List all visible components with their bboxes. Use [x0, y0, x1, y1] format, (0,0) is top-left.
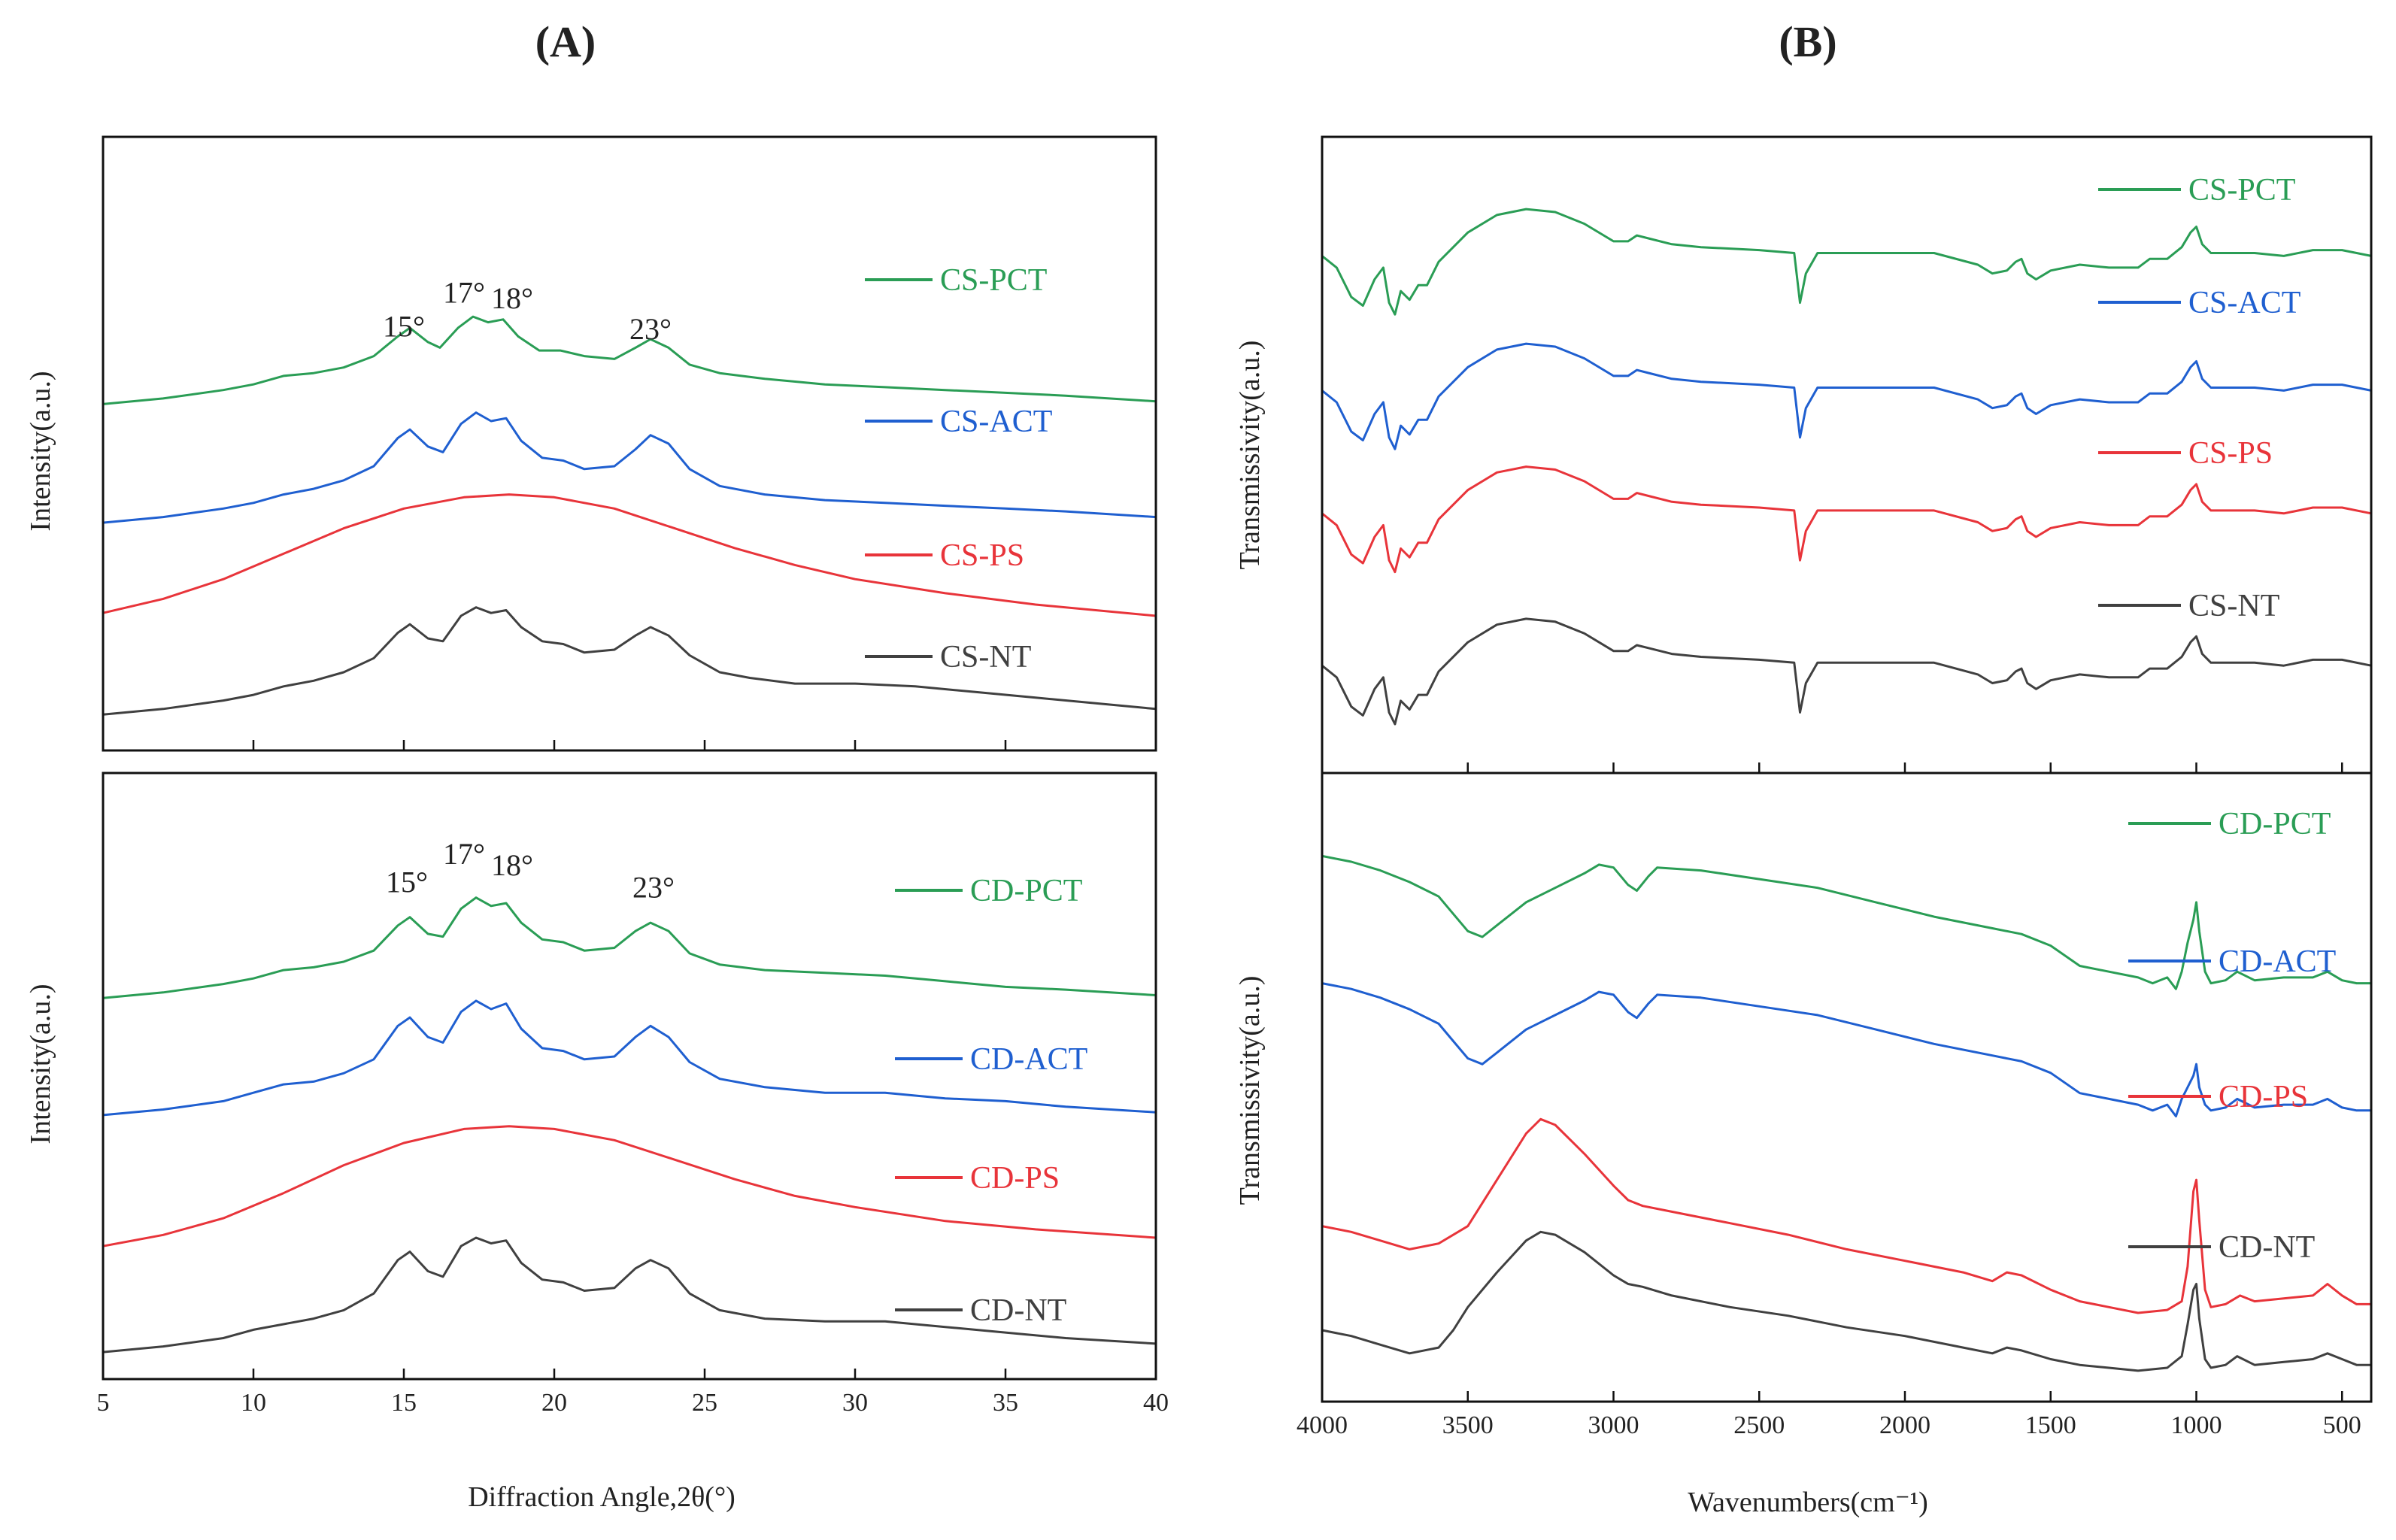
legend-label-cd-act: CD-ACT: [2219, 944, 2336, 979]
panel-a-bottom-y-axis-title: Intensity(a.u.): [25, 984, 56, 1144]
series-line-cd-act: [1321, 982, 2371, 1117]
legend-label-cs-ps: CS-PS: [2188, 436, 2273, 471]
legend-label-cs-ps: CS-PS: [940, 538, 1024, 573]
series-line-cd-act: [102, 999, 1157, 1117]
legend-label-cd-pct: CD-PCT: [2219, 807, 2331, 841]
panel-a-top-y-axis-title: Intensity(a.u.): [25, 371, 56, 531]
legend-label-cs-nt: CS-NT: [2188, 589, 2279, 623]
peak-label: 15°: [383, 309, 425, 343]
panel-b-x-axis-title: Wavenumbers(cm⁻¹): [1688, 1487, 1928, 1518]
series-line-cd-pct: [1321, 854, 2371, 990]
legend-label-cs-pct: CS-PCT: [940, 263, 1047, 298]
legend-label-cd-pct: CD-PCT: [970, 874, 1082, 908]
series-line-cs-nt: [102, 606, 1157, 716]
legend-label-cs-act: CS-ACT: [2188, 286, 2300, 320]
series-line-cs-ps: [1321, 465, 2372, 574]
x-tick-label: 1500: [2025, 1411, 2076, 1439]
x-tick-label: 25: [692, 1389, 717, 1417]
x-tick-label: 5: [97, 1389, 110, 1417]
peak-label: 18°: [491, 281, 533, 315]
x-tick-label: 15: [391, 1389, 417, 1417]
series-line-cs-act: [1321, 342, 2372, 450]
x-tick-label: 500: [2323, 1411, 2361, 1439]
series-line-cd-ps: [102, 1125, 1157, 1247]
series-line-cs-pct: [1321, 208, 2372, 316]
xrd-cd-subplot: CD-PCT CD-ACT CD-PS CD-NT 15° 17° 18° 23° 5 10 15 2…: [97, 772, 1169, 1417]
series-line-cs-act: [102, 411, 1157, 524]
series-line-cs-pct: [102, 315, 1157, 405]
legend-label-cs-nt: CS-NT: [940, 640, 1031, 675]
legend-label-cs-act: CS-ACT: [940, 405, 1052, 439]
ftir-cd-subplot: CD-PCT CD-ACT CD-PS CD-NT 4000 3500 3000 2500 20…: [1297, 772, 2373, 1439]
panel-a-x-axis-title: Diffraction Angle,2θ(°): [468, 1481, 735, 1513]
legend-label-cs-pct: CS-PCT: [2188, 173, 2295, 208]
peak-label: 17°: [443, 837, 485, 871]
legend-label-cd-ps: CD-PS: [970, 1161, 1060, 1196]
peak-label: 18°: [491, 848, 533, 882]
ftir-cs-subplot: CS-PCT CS-ACT CS-PS CS-NT: [1321, 135, 2373, 775]
series-line-cd-pct: [102, 896, 1157, 999]
peak-label: 23°: [632, 871, 675, 905]
legend-label-cd-nt: CD-NT: [2219, 1230, 2315, 1265]
x-tick-label: 20: [541, 1389, 567, 1417]
panel-b-top-y-axis-title: Transmissivity(a.u.): [1234, 341, 1266, 570]
series-line-cs-ps: [102, 493, 1157, 617]
peak-label: 17°: [443, 275, 485, 309]
x-tick-label: 1000: [2171, 1411, 2222, 1439]
x-tick-label: 3500: [1442, 1411, 1494, 1439]
series-line-cd-nt: [102, 1236, 1157, 1354]
x-tick-label: 2500: [1733, 1411, 1785, 1439]
x-tick-label: 10: [241, 1389, 266, 1417]
x-tick-label: 3000: [1588, 1411, 1639, 1439]
xrd-cd-frame: [102, 772, 1157, 1381]
x-tick-label: 30: [842, 1389, 868, 1417]
x-tick-label: 4000: [1297, 1411, 1348, 1439]
panel-b-bottom-y-axis-title: Transmissivity(a.u.): [1234, 976, 1266, 1205]
panel-a-label: (A): [535, 17, 596, 66]
xrd-cs-subplot: CS-PCT CS-ACT CS-PS CS-NT 15° 17° 18° 23°: [102, 135, 1157, 752]
x-tick-label: 35: [993, 1389, 1018, 1417]
legend-label-cd-act: CD-ACT: [970, 1042, 1087, 1077]
series-line-cd-ps: [1321, 1117, 2371, 1314]
peak-label: 23°: [629, 312, 672, 346]
peak-label: 15°: [386, 865, 428, 899]
panel-b-label: (B): [1779, 17, 1836, 66]
x-tick-label: 2000: [1879, 1411, 1930, 1439]
legend-label-cd-nt: CD-NT: [970, 1293, 1066, 1328]
ftir-cd-frame: [1321, 772, 2373, 1403]
series-line-cd-nt: [1321, 1230, 2371, 1372]
series-line-cs-nt: [1321, 617, 2372, 726]
xrd-cs-frame: [102, 135, 1157, 752]
x-tick-label: 40: [1143, 1389, 1169, 1417]
legend-label-cd-ps: CD-PS: [2219, 1080, 2308, 1114]
